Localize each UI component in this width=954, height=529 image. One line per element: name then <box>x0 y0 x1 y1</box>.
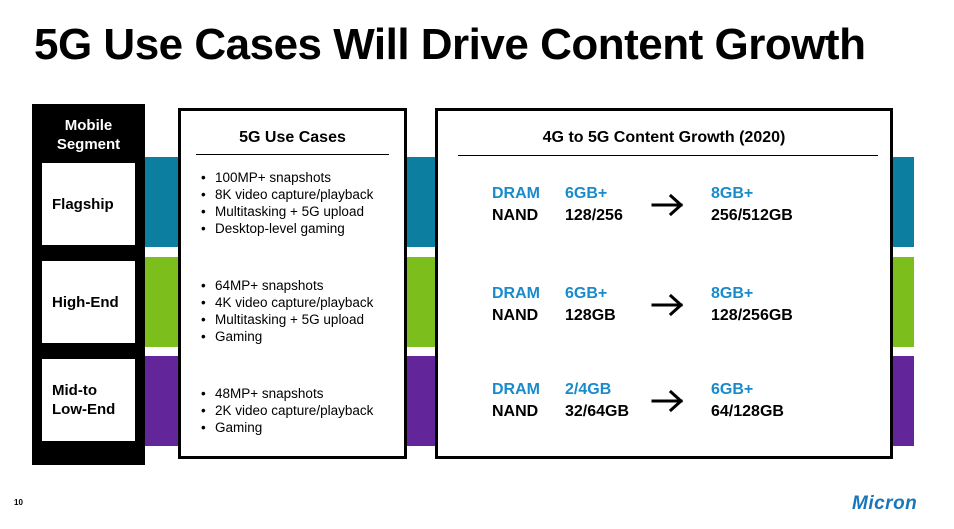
list-item: Multitasking + 5G upload <box>199 311 373 328</box>
dram-4g-value: 6GB+ <box>565 185 608 202</box>
segment-label: Flagship <box>52 195 114 213</box>
segment-header: Mobile Segment <box>56 117 121 153</box>
dram-label: DRAM <box>492 185 540 202</box>
content-growth-panel: 4G to 5G Content Growth (2020) DRAM NAND… <box>435 108 893 459</box>
nand-label: NAND <box>492 307 539 324</box>
page-number: 10 <box>14 498 23 507</box>
list-item: 64MP+ snapshots <box>199 277 373 294</box>
slide-title: 5G Use Cases Will Drive Content Growth <box>34 20 866 69</box>
dram-4g-value: 6GB+ <box>565 285 608 302</box>
dram-4g-value: 2/4GB <box>565 381 612 398</box>
list-item: 8K video capture/playback <box>199 186 373 203</box>
list-item: 100MP+ snapshots <box>199 169 373 186</box>
segment-mid-low-end: Mid-to Low-End <box>42 359 135 441</box>
segment-label: High-End <box>52 293 119 311</box>
segment-high-end: High-End <box>42 261 135 343</box>
dram-5g-value: 8GB+ <box>711 185 754 202</box>
list-item: 4K video capture/playback <box>199 294 373 311</box>
content-growth-title: 4G to 5G Content Growth (2020) <box>542 129 786 146</box>
dram-label: DRAM <box>492 285 540 302</box>
nand-5g-value: 128/256GB <box>711 307 793 324</box>
arrow-right-icon <box>651 389 684 413</box>
divider <box>458 155 878 156</box>
use-case-list-flagship: 100MP+ snapshots 8K video capture/playba… <box>199 169 373 237</box>
dram-5g-value: 6GB+ <box>711 381 754 398</box>
nand-4g-value: 32/64GB <box>565 403 630 420</box>
use-case-list-mid-low-end: 48MP+ snapshots 2K video capture/playbac… <box>199 385 373 436</box>
use-cases-panel: 5G Use Cases 100MP+ snapshots 8K video c… <box>178 108 407 459</box>
use-cases-title: 5G Use Cases <box>239 129 346 146</box>
growth-row-high-end: DRAM NAND 6GB+ 128GB 8GB+ 128/256GB <box>438 283 890 327</box>
arrow-right-icon <box>651 293 684 317</box>
list-item: Desktop-level gaming <box>199 220 373 237</box>
list-item: Gaming <box>199 328 373 345</box>
list-item: Multitasking + 5G upload <box>199 203 373 220</box>
list-item: 2K video capture/playback <box>199 402 373 419</box>
nand-label: NAND <box>492 207 539 224</box>
divider <box>196 154 389 155</box>
list-item: Gaming <box>199 419 373 436</box>
arrow-right-icon <box>651 193 684 217</box>
use-case-list-high-end: 64MP+ snapshots 4K video capture/playbac… <box>199 277 373 345</box>
growth-row-mid-low-end: DRAM NAND 2/4GB 32/64GB 6GB+ 64/128GB <box>438 379 890 423</box>
micron-logo: Micron <box>852 493 918 514</box>
growth-row-flagship: DRAM NAND 6GB+ 128/256 8GB+ 256/512GB <box>438 183 890 227</box>
dram-label: DRAM <box>492 381 540 398</box>
nand-4g-value: 128/256 <box>565 207 623 224</box>
nand-5g-value: 256/512GB <box>711 207 793 224</box>
nand-5g-value: 64/128GB <box>711 403 784 420</box>
segment-flagship: Flagship <box>42 163 135 245</box>
segment-label: Mid-to Low-End <box>52 382 116 418</box>
nand-label: NAND <box>492 403 539 420</box>
list-item: 48MP+ snapshots <box>199 385 373 402</box>
nand-4g-value: 128GB <box>565 307 616 324</box>
dram-5g-value: 8GB+ <box>711 285 754 302</box>
